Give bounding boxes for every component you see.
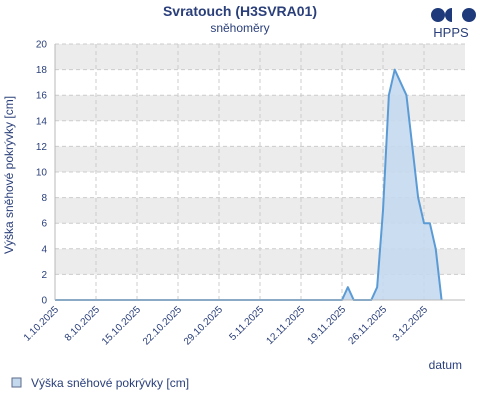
logo-text: HPPS: [433, 25, 469, 40]
plot-series: [55, 68, 443, 301]
hpps-logo: HPPS: [431, 8, 476, 40]
chart-subtitle: sněhoměry: [210, 21, 269, 35]
y-axis-label: Výška sněhové pokrývky [cm]: [2, 96, 16, 254]
x-tick-label: 19.11.2025: [305, 304, 348, 347]
x-tick-label: 5.11.2025: [227, 304, 266, 343]
y-tick-label: 10: [36, 168, 48, 179]
y-tick-labels: 0 2 4 6 8 10 12 14 16 18 20: [36, 40, 48, 307]
legend-label: Výška sněhové pokrývky [cm]: [31, 376, 189, 390]
y-tick-label: 2: [41, 270, 47, 281]
x-tick-label: 8.10.2025: [63, 304, 103, 344]
x-tick-label: 3.12.2025: [391, 304, 431, 344]
y-tick-label: 0: [41, 296, 47, 307]
logo-circle-left: [431, 8, 445, 22]
x-tick-label: 12.11.2025: [264, 304, 307, 347]
series-area: [55, 69, 442, 300]
y-tick-label: 4: [41, 244, 47, 255]
y-tick-label: 16: [36, 91, 48, 102]
legend-swatch: [11, 377, 22, 388]
plot-axes: [54, 44, 465, 301]
y-tick-label: 20: [36, 40, 48, 51]
x-tick-label: 26.11.2025: [346, 304, 389, 347]
y-tick-label: 14: [36, 116, 48, 127]
y-tick-label: 6: [41, 219, 47, 230]
logo-half-circle: [445, 8, 452, 22]
x-tick-label: 22.10.2025: [141, 304, 184, 347]
x-tick-label: 29.10.2025: [182, 304, 225, 347]
x-tick-label: 15.10.2025: [100, 304, 143, 347]
y-tick-label: 8: [41, 193, 47, 204]
logo-circle-right: [462, 8, 476, 22]
x-tick-labels: 1.10.2025 8.10.202515.10.202522.10.202529…: [22, 304, 431, 347]
y-tick-label: 18: [36, 65, 48, 76]
chart-title: Svratouch (H3SVRA01): [163, 3, 317, 19]
x-tick-label: 1.10.2025: [22, 304, 62, 344]
x-axis-label: datum: [429, 358, 462, 372]
series-line: [55, 68, 443, 301]
y-tick-label: 12: [36, 142, 48, 153]
